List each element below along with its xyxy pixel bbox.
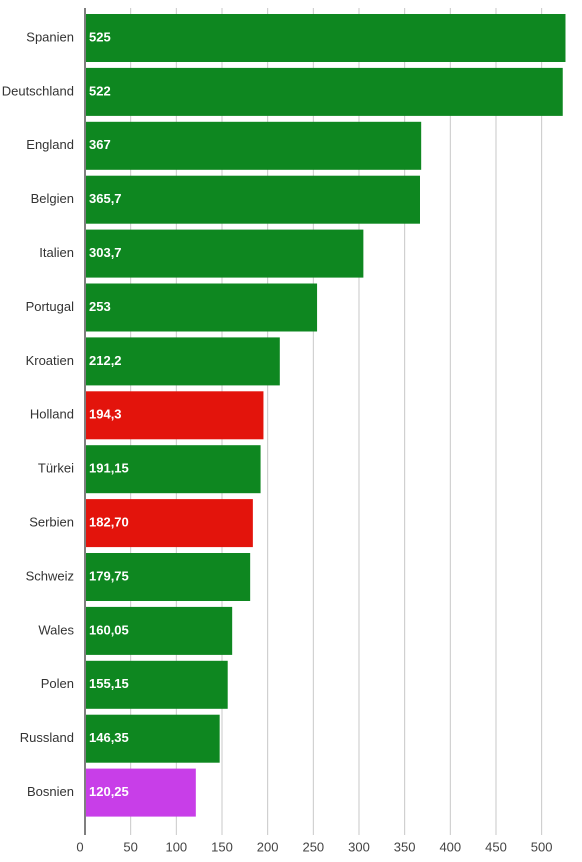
bar-value-label: 194,3 xyxy=(89,407,122,422)
bar xyxy=(86,606,233,655)
bar xyxy=(86,175,420,224)
category-label: Serbien xyxy=(29,515,74,530)
bar xyxy=(86,337,280,386)
x-tick-label: 300 xyxy=(348,839,370,854)
bar xyxy=(86,553,251,601)
category-label: Kroatien xyxy=(26,353,74,368)
bar-value-label: 253 xyxy=(89,299,111,314)
bar-value-label: 367 xyxy=(89,137,111,152)
category-label: Spanien xyxy=(26,29,74,44)
category-label: Belgien xyxy=(31,191,74,206)
bar-value-label: 212,2 xyxy=(89,353,122,368)
x-tick-label: 450 xyxy=(485,839,507,854)
bar xyxy=(86,14,566,62)
bar xyxy=(86,499,253,548)
x-tick-label: 150 xyxy=(211,839,233,854)
bar xyxy=(86,121,422,170)
bar-value-label: 120,25 xyxy=(89,784,129,799)
category-label: Polen xyxy=(41,676,74,691)
x-tick-label: 350 xyxy=(394,839,416,854)
x-tick-label: 250 xyxy=(302,839,324,854)
category-label: Italien xyxy=(39,245,74,260)
category-label: Bosnien xyxy=(27,784,74,799)
category-label: Portugal xyxy=(26,299,75,314)
bar-value-label: 522 xyxy=(89,83,111,98)
category-label: Türkei xyxy=(38,461,74,476)
x-tick-label: 100 xyxy=(165,839,187,854)
bar-value-label: 160,05 xyxy=(89,622,129,637)
bar xyxy=(86,67,563,116)
bar-value-label: 365,7 xyxy=(89,191,122,206)
x-tick-label: 400 xyxy=(439,839,461,854)
bar-value-label: 182,70 xyxy=(89,515,129,530)
bar xyxy=(86,283,318,332)
bars: 525 522 367 365,7 303,7 253 212,2 194,3 191,15 18… xyxy=(86,14,566,817)
bar-value-label: 303,7 xyxy=(89,245,122,260)
bar-value-label: 146,35 xyxy=(89,730,129,745)
x-axis-tick-labels: 0 50 100 150 200 250 300 350 400 450 500 xyxy=(76,839,552,854)
category-label: England xyxy=(26,137,74,152)
bar-value-label: 191,15 xyxy=(89,461,129,476)
bar-value-label: 179,75 xyxy=(89,568,129,583)
x-tick-label: 0 xyxy=(76,839,83,854)
bar xyxy=(86,660,228,709)
category-label: Russland xyxy=(20,730,74,745)
x-tick-label: 50 xyxy=(123,839,137,854)
bar xyxy=(86,714,220,763)
bar xyxy=(86,229,364,278)
category-label: Holland xyxy=(30,407,74,422)
bar-value-label: 525 xyxy=(89,29,111,44)
category-label: Deutschland xyxy=(2,83,74,98)
bar xyxy=(86,391,264,440)
category-label: Schweiz xyxy=(26,568,74,583)
x-tick-label: 500 xyxy=(531,839,553,854)
bar-value-label: 155,15 xyxy=(89,676,129,691)
x-tick-label: 200 xyxy=(257,839,279,854)
category-label: Wales xyxy=(38,622,74,637)
bar xyxy=(86,768,196,817)
category-labels: Spanien Deutschland England Belgien Italien P… xyxy=(2,29,75,799)
bar xyxy=(86,445,261,494)
